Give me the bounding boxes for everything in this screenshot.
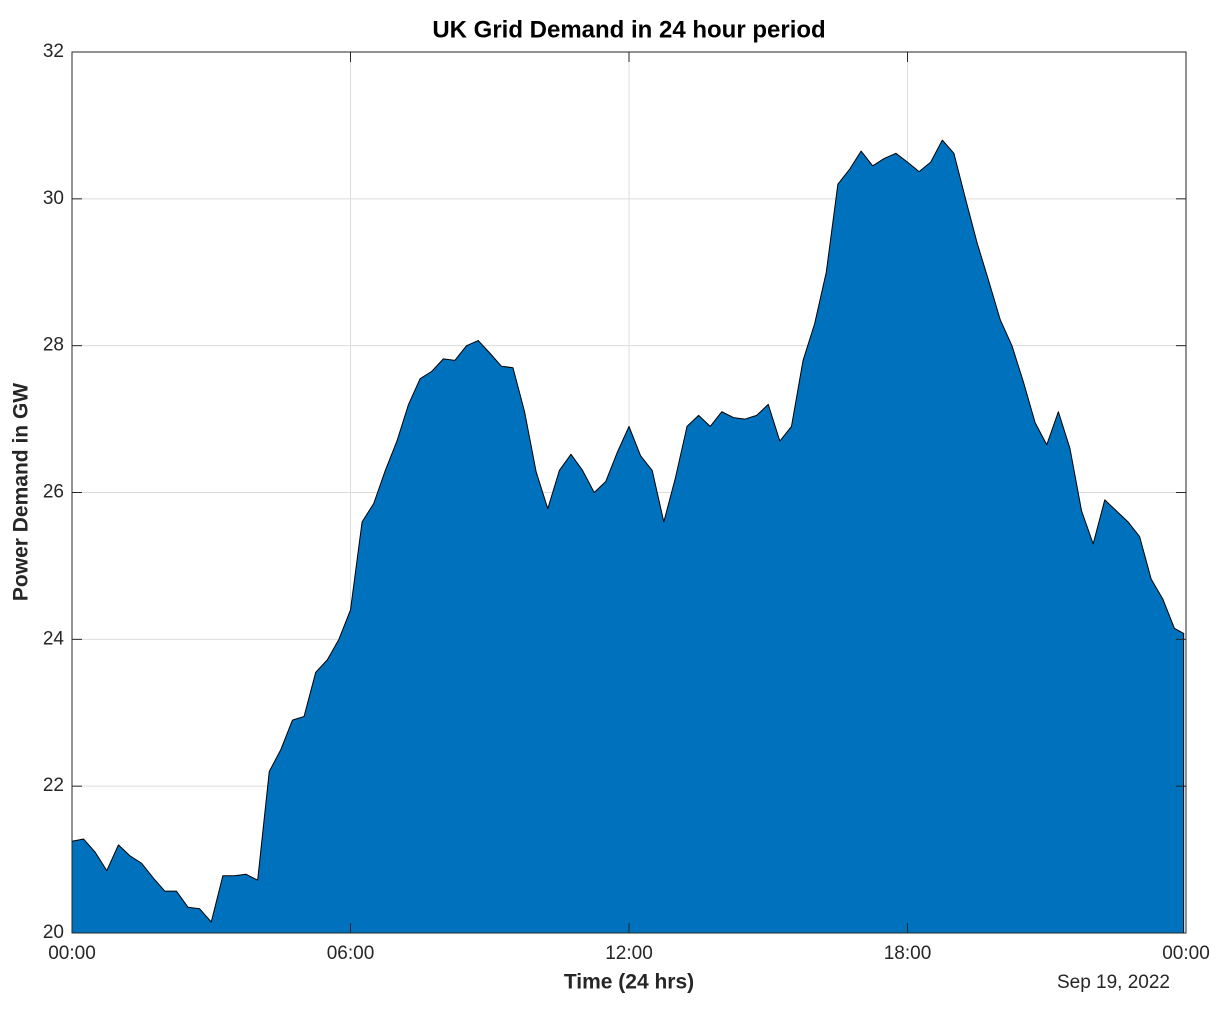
- x-tick-label: 06:00: [327, 943, 375, 964]
- y-axis-label: Power Demand in GW: [10, 383, 33, 601]
- x-tick-label: 12:00: [605, 943, 653, 964]
- y-tick-label: 30: [43, 188, 64, 209]
- x-tick-label: 18:00: [884, 943, 932, 964]
- chart-title: UK Grid Demand in 24 hour period: [432, 16, 825, 43]
- area: [71, 139, 1185, 934]
- x-tick-label: 00:00: [48, 943, 96, 964]
- y-tick-label: 32: [43, 41, 64, 62]
- y-tick-label: 24: [43, 628, 65, 649]
- y-tick-label: 20: [43, 922, 64, 943]
- x-tick-label: 00:00: [1162, 943, 1210, 964]
- date-annotation: Sep 19, 2022: [1057, 972, 1170, 993]
- y-tick-label: 28: [43, 335, 64, 356]
- y-tick-label: 22: [43, 775, 64, 796]
- y-tick-label: 26: [43, 482, 64, 503]
- x-axis-label: Time (24 hrs): [564, 971, 694, 994]
